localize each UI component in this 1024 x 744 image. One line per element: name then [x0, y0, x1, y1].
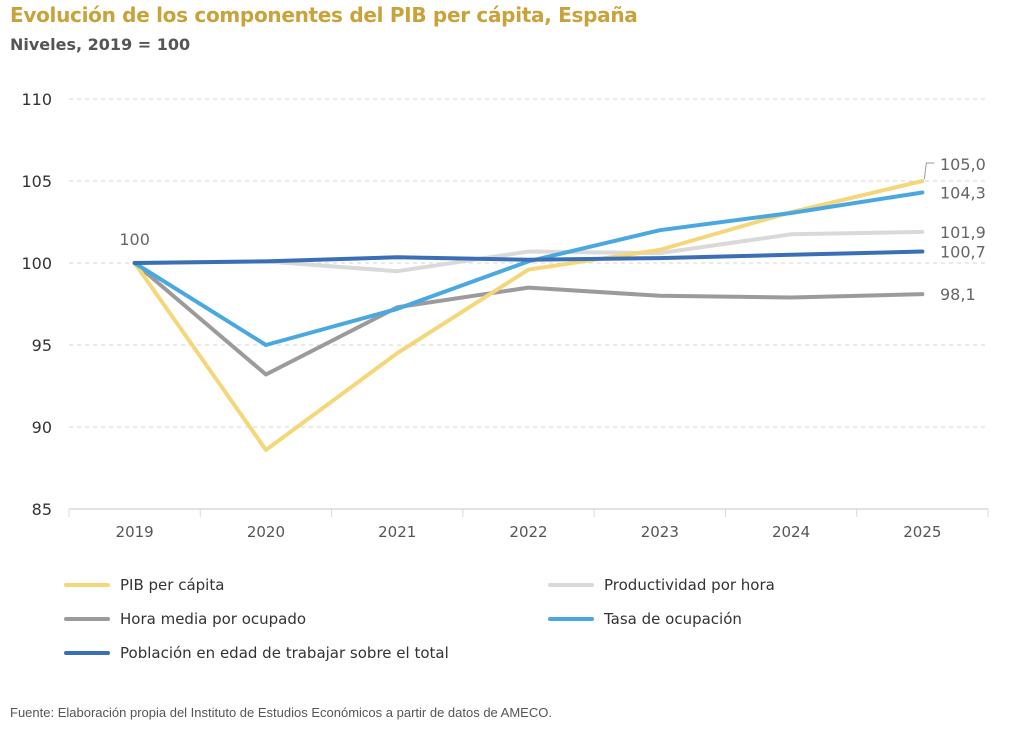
- x-tick-label: 2023: [641, 523, 679, 541]
- y-tick-label: 105: [21, 172, 52, 191]
- series-line: [132, 249, 925, 265]
- legend-label: Tasa de ocupación: [604, 610, 742, 628]
- end-value-label: 104,3: [940, 183, 986, 202]
- legend-label: PIB per cápita: [120, 576, 225, 594]
- end-value-label: 100,7: [940, 243, 986, 262]
- end-value-label: 101,9: [940, 223, 986, 242]
- start-value-label: 100: [119, 230, 150, 249]
- legend-swatch: [548, 617, 594, 621]
- x-tick-label: 2022: [509, 523, 547, 541]
- legend-swatch: [548, 583, 594, 587]
- end-value-label: 98,1: [940, 285, 976, 304]
- y-tick-label: 100: [21, 254, 52, 273]
- x-tick-label: 2021: [378, 523, 416, 541]
- legend-item-poblacion: Población en edad de trabajar sobre el t…: [64, 644, 449, 662]
- legend-label: Productividad por hora: [604, 576, 775, 594]
- y-tick-label: 85: [32, 500, 52, 519]
- legend-item-hora-media: Hora media por ocupado: [64, 610, 306, 628]
- y-axis-ticks: 85 90 95 100 105 110: [21, 90, 52, 519]
- x-tick-label: 2025: [903, 523, 941, 541]
- x-tick-label: 2024: [772, 523, 810, 541]
- chart-subtitle: Niveles, 2019 = 100: [10, 35, 191, 54]
- legend-swatch: [64, 617, 110, 621]
- y-tick-label: 110: [21, 90, 52, 109]
- line-chart: 85 90 95 100 105 110 2019 2020 2021 2022 2023 2024…: [21, 90, 989, 541]
- x-tick-label: 2019: [116, 523, 154, 541]
- legend-item-tasa-ocupacion: Tasa de ocupación: [548, 610, 742, 628]
- data-labels: 101,9 98,1 105,0 104,3 100,7 100: [119, 155, 985, 304]
- x-axis: 2019 2020 2021 2022 2023 2024 2025: [68, 508, 989, 541]
- series-line: [132, 229, 925, 274]
- source-note: Fuente: Elaboración propia del Instituto…: [10, 705, 552, 720]
- legend-swatch: [64, 583, 110, 587]
- series-lines: [132, 179, 925, 452]
- legend-label: Población en edad de trabajar sobre el t…: [120, 644, 449, 662]
- y-tick-label: 95: [32, 336, 52, 355]
- series-line: [132, 261, 925, 377]
- end-value-label: 105,0: [940, 155, 986, 174]
- legend-swatch: [64, 651, 110, 655]
- x-tick-label: 2020: [247, 523, 285, 541]
- legend-label: Hora media por ocupado: [120, 610, 307, 628]
- legend-item-pib: PIB per cápita: [64, 576, 224, 594]
- series-line: [132, 179, 925, 452]
- chart-title: Evolución de los componentes del PIB per…: [10, 3, 638, 27]
- legend-item-productividad: Productividad por hora: [548, 576, 775, 594]
- y-tick-label: 90: [32, 418, 52, 437]
- leader-line: [923, 162, 935, 180]
